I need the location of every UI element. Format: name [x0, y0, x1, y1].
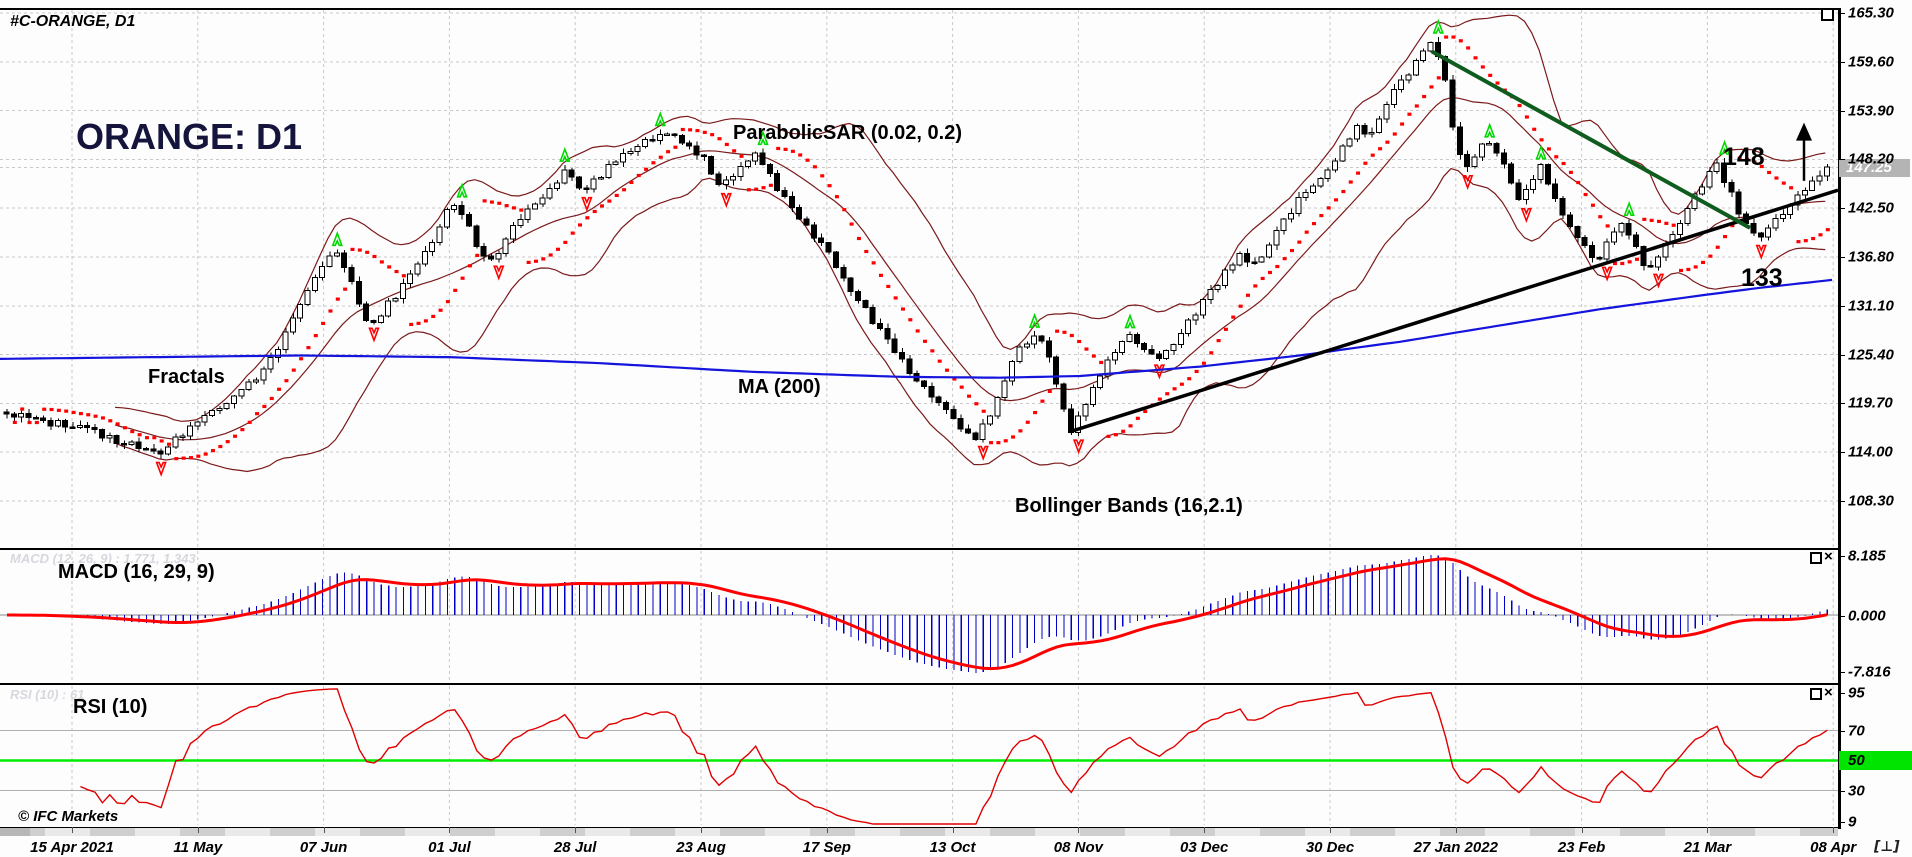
date-tick-mark [701, 827, 702, 833]
rsi-tick-label: 30 [1848, 782, 1865, 799]
date-tick-mark [1330, 827, 1331, 833]
price-tick-label: 159.60 [1848, 53, 1894, 71]
price-tick-label: 125.40 [1848, 346, 1894, 364]
macd-tick-mark [1838, 671, 1845, 673]
price-tick-mark [1838, 208, 1845, 210]
price-tick-mark [1838, 61, 1845, 63]
price-tick-mark [1838, 452, 1845, 454]
macd-tick-mark [1838, 556, 1845, 557]
chart-title: ORANGE: D1 [76, 116, 303, 157]
rsi-restore-icon[interactable] [1810, 688, 1822, 700]
date-tick-label: 03 Dec [1180, 839, 1229, 856]
price-tick-label: 131.10 [1848, 297, 1894, 315]
macd-restore-icon[interactable] [1810, 552, 1822, 564]
rsi-watermark: RSI (10) : 61 [10, 687, 85, 702]
current-price-tag: 147.25 [1839, 159, 1910, 177]
macd-title: MACD (16, 29, 9) [58, 561, 215, 583]
macd-panel-separator[interactable] [0, 548, 1841, 550]
rsi-tick-label: 95 [1848, 684, 1865, 702]
date-tick-label: 15 Apr 2021 [30, 839, 114, 856]
rsi-panel-separator[interactable] [0, 683, 1841, 685]
date-tick-label: 07 Jun [299, 839, 348, 856]
price-tick-mark [1838, 354, 1845, 356]
date-tick-mark [952, 827, 954, 833]
horizontal-scrollbar[interactable] [0, 828, 1838, 836]
rsi-tick-label: 70 [1848, 722, 1865, 739]
date-tick-label: 23 Feb [1557, 839, 1606, 856]
macd-close-icon[interactable]: × [1824, 548, 1833, 565]
fractals-label: Fractals [148, 366, 225, 388]
price-tick-mark [1838, 110, 1845, 112]
resistance-level-label: 148 [1723, 143, 1765, 171]
date-tick-label: 27 Jan 2022 [1413, 839, 1498, 856]
main-panel-top-border [0, 8, 1841, 10]
macd-tick-mark [1838, 616, 1845, 617]
date-tick-mark [1707, 827, 1709, 833]
ma-label: MA (200) [738, 376, 821, 398]
chart-end-icon[interactable]: [⊥] [1874, 839, 1900, 855]
rsi-tick-label: 9 [1848, 813, 1857, 831]
macd-watermark: MACD (12, 26, 9) : 1.771, 1.343 [10, 551, 196, 566]
date-tick-mark [197, 827, 199, 833]
price-tick-label: 108.30 [1848, 492, 1894, 510]
date-tick-label: 28 Jul [553, 839, 597, 856]
rsi-tick-mark [1838, 730, 1845, 732]
price-tick-mark [1838, 501, 1845, 502]
date-tick-label: 08 Nov [1053, 839, 1103, 856]
rsi-tick-mark [1838, 693, 1845, 694]
price-tick-label: 142.50 [1848, 199, 1894, 217]
date-tick-mark [826, 827, 828, 833]
price-tick-mark [1838, 403, 1845, 405]
date-tick-mark [1455, 827, 1457, 833]
price-tick-label: 148.20 [1848, 150, 1894, 168]
price-tick-mark [1838, 257, 1845, 258]
rsi-tick-mark [1838, 822, 1845, 823]
date-tick-label: 30 Dec [1305, 839, 1355, 856]
price-tick-label: 119.70 [1848, 394, 1893, 412]
macd-tick-label: 0.000 [1848, 607, 1886, 625]
date-tick-label: 17 Sep [802, 839, 851, 856]
rsi-50-tag: 50 [1839, 751, 1912, 770]
rsi-tick-mark [1838, 790, 1845, 792]
date-tick-label: 21 Mar [1683, 839, 1732, 856]
bollinger-label: Bollinger Bands (16,2.1) [1015, 495, 1243, 517]
price-tick-label: 136.80 [1848, 248, 1894, 266]
rsi-title: RSI (10) [73, 696, 148, 718]
date-tick-mark [72, 827, 73, 833]
broker-watermark: © IFC Markets [18, 808, 119, 825]
date-tick-mark [1833, 827, 1835, 833]
macd-tick-label: 8.185 [1848, 547, 1886, 565]
date-tick-mark [449, 827, 451, 833]
rsi-close-icon[interactable]: × [1824, 684, 1833, 701]
date-tick-label: 11 May [173, 839, 223, 856]
date-tick-mark [1204, 827, 1206, 833]
price-tick-mark [1838, 13, 1845, 14]
price-tick-label: 153.90 [1848, 102, 1894, 120]
date-tick-mark [1078, 827, 1080, 833]
price-tick-label: 165.30 [1848, 4, 1894, 22]
date-tick-label: 23 Aug [676, 839, 726, 856]
date-tick-mark [323, 827, 325, 833]
horizontal-scrollbar-thumb[interactable] [0, 828, 30, 836]
support-level-label: 133 [1741, 264, 1783, 292]
symbol-label: #C-ORANGE, D1 [10, 13, 136, 30]
macd-tick-label: -7.816 [1848, 663, 1891, 680]
date-tick-label: 13 Oct [929, 839, 976, 856]
price-tick-label: 114.00 [1848, 443, 1893, 461]
date-tick-label: 01 Jul [428, 839, 471, 856]
price-tick-mark [1838, 305, 1845, 307]
date-tick-label: 08 Apr [1810, 839, 1857, 856]
date-tick-mark [575, 827, 577, 833]
main-panel-restore-icon[interactable] [1821, 8, 1834, 21]
price-tick-mark [1838, 159, 1845, 161]
price-axis-border [1838, 8, 1841, 829]
parabolic-sar-label: ParabolicSAR (0.02, 0.2) [733, 122, 962, 144]
date-tick-mark [1581, 827, 1583, 833]
